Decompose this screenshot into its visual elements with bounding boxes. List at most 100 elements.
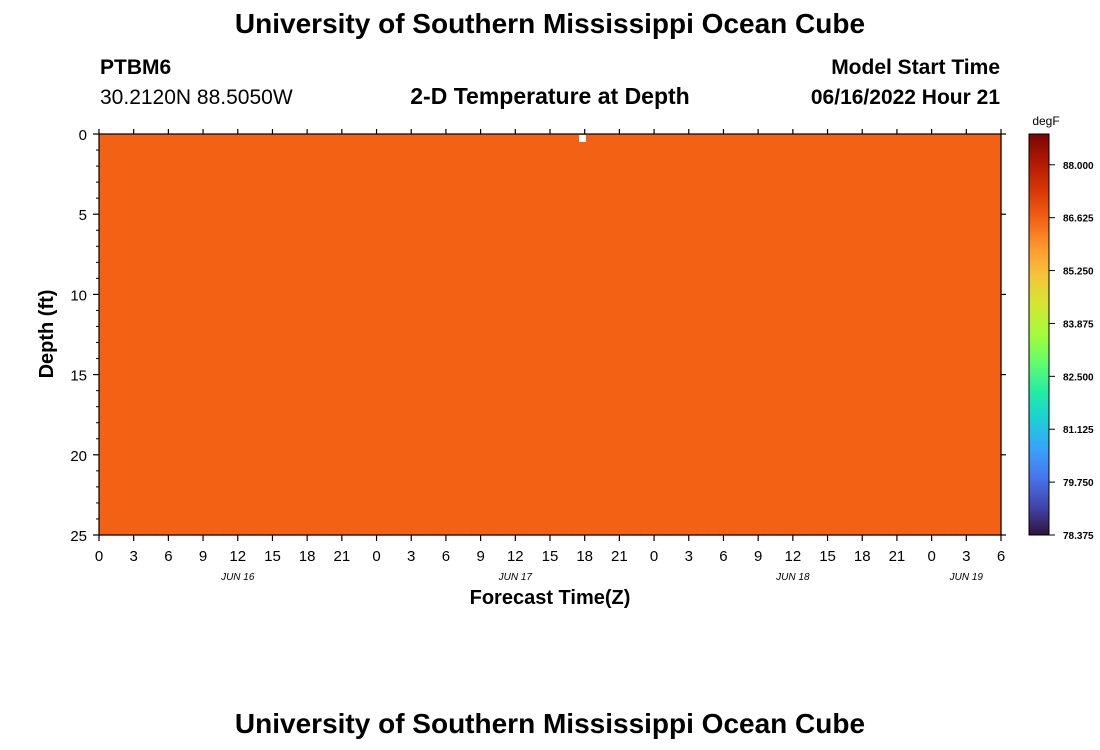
- colorbar-tick-label: 78.375: [1063, 531, 1094, 542]
- heatmap-cell: [617, 134, 630, 536]
- x-tick-label: 15: [819, 548, 836, 565]
- heatmap-cell: [595, 134, 607, 536]
- date-label: JUN 17: [498, 572, 533, 583]
- heatmap-cell: [516, 134, 529, 536]
- heatmap-cell: [775, 134, 788, 536]
- heatmap-cell: [719, 134, 732, 536]
- heatmap-cell: [910, 134, 923, 536]
- colorbar-tick-label: 86.625: [1063, 214, 1094, 225]
- heatmap-cell: [358, 134, 371, 536]
- heatmap-cell: [369, 134, 382, 536]
- heatmap-cell: [606, 134, 619, 536]
- heatmap-cell: [933, 134, 946, 536]
- date-label: JUN 18: [775, 572, 810, 583]
- heatmap-cell: [628, 134, 641, 536]
- heatmap-cell: [234, 134, 247, 536]
- y-axis: 0 5 10 15 20 25: [70, 127, 1006, 545]
- colorbar: degF 88.000 86.625 85.250 83.875 82.500 81.12…: [1028, 114, 1094, 542]
- heatmap-cell: [425, 134, 438, 536]
- heatmap-cell: [854, 134, 867, 536]
- colorbar-tick-label: 83.875: [1063, 319, 1094, 330]
- heatmap-cell: [527, 134, 540, 536]
- heatmap-cell: [110, 134, 123, 536]
- heatmap-cell: [696, 134, 709, 536]
- main-title: University of Southern Mississippi Ocean…: [234, 8, 866, 39]
- y-tick-label: 25: [70, 528, 87, 545]
- heatmap-cell: [459, 134, 472, 536]
- heatmap-cell: [561, 134, 574, 536]
- heatmap-cell: [820, 134, 833, 536]
- station-coords: 30.2120N 88.5050W: [100, 86, 293, 109]
- colorbar-tick-label: 88.000: [1063, 161, 1094, 172]
- x-axis-label: Forecast Time(Z): [470, 587, 631, 609]
- y-tick-label: 15: [70, 368, 87, 385]
- heatmap-cell: [651, 134, 664, 536]
- heatmap-cell: [313, 134, 326, 536]
- heatmap-cell: [437, 134, 450, 536]
- heatmap-cell: [707, 134, 720, 536]
- model-start-value: 06/16/2022 Hour 21: [810, 86, 1000, 109]
- heatmap-cell: [211, 134, 224, 536]
- heatmap-cell: [121, 134, 134, 536]
- heatmap-cell: [978, 134, 991, 536]
- heatmap-cell: [944, 134, 957, 536]
- heatmap-cell: [752, 134, 765, 536]
- colorbar-unit: degF: [1032, 114, 1059, 128]
- footer-title: University of Southern Mississippi Ocean…: [234, 708, 866, 739]
- heatmap-cell: [504, 134, 517, 536]
- heatmap-cell: [268, 134, 281, 536]
- x-tick-label: 3: [962, 548, 970, 565]
- x-tick-label: 9: [199, 548, 207, 565]
- heatmap-cell: [279, 134, 292, 536]
- heatmap-cell: [662, 134, 675, 536]
- heatmap-cell: [324, 134, 337, 536]
- heatmap-cell: [256, 134, 269, 536]
- heatmap-cell: [809, 134, 822, 536]
- heatmap-cell: [155, 134, 168, 536]
- x-tick-label: 3: [407, 548, 415, 565]
- heatmap-cell: [786, 134, 799, 536]
- heatmap-cell: [764, 134, 777, 536]
- heatmap-cell: [572, 134, 585, 536]
- x-tick-label: 21: [334, 548, 351, 565]
- x-tick-label: 6: [164, 548, 172, 565]
- date-label: JUN 19: [949, 572, 984, 583]
- heatmap-cell: [640, 134, 653, 536]
- y-axis-label: Depth (ft): [36, 290, 58, 379]
- x-tick-label: 0: [650, 548, 658, 565]
- heatmap-cell: [922, 134, 934, 536]
- heatmap-cell: [730, 134, 743, 536]
- heatmap-cell: [876, 134, 889, 536]
- colorbar-tick-label: 82.500: [1063, 372, 1094, 383]
- x-tick-label: 12: [785, 548, 802, 565]
- y-tick-label: 5: [79, 207, 87, 224]
- x-tick-label: 3: [685, 548, 693, 565]
- heatmap-cell: [301, 134, 314, 536]
- heatmap-cell: [403, 134, 416, 536]
- x-tick-label: 0: [95, 548, 103, 565]
- heatmap-cell: [200, 134, 213, 536]
- x-tick-label: 0: [372, 548, 380, 565]
- x-tick-label: 15: [264, 548, 281, 565]
- heatmap-cell: [335, 134, 348, 536]
- model-start-label: Model Start Time: [831, 56, 1000, 79]
- x-tick-label: 18: [854, 548, 871, 565]
- heatmap-cell: [583, 134, 596, 536]
- x-axis: 0 3 6 9 12 15 18 21 0 3 6 9 12 15 18 21 0 3 6 9 12 15 18 21 0 3 6: [95, 129, 1005, 565]
- y-tick-label: 0: [79, 127, 87, 144]
- colorbar-tick-label: 81.125: [1063, 425, 1094, 436]
- colorbar-tick-label: 85.250: [1063, 267, 1094, 278]
- heatmap-cell: [741, 134, 754, 536]
- heatmap-cell: [843, 134, 856, 536]
- heatmap-cell: [482, 134, 495, 536]
- date-labels: JUN 16 JUN 17 JUN 18 JUN 19: [220, 572, 983, 583]
- heatmap-cell: [888, 134, 901, 536]
- heatmap-cell: [392, 134, 405, 536]
- heatmap-cell: [967, 134, 980, 536]
- heatmap-cell: [177, 134, 190, 536]
- heatmap-cell: [493, 134, 506, 536]
- x-tick-label: 18: [576, 548, 593, 565]
- colorbar-gradient: [1028, 133, 1050, 536]
- heatmap-cell: [831, 134, 844, 536]
